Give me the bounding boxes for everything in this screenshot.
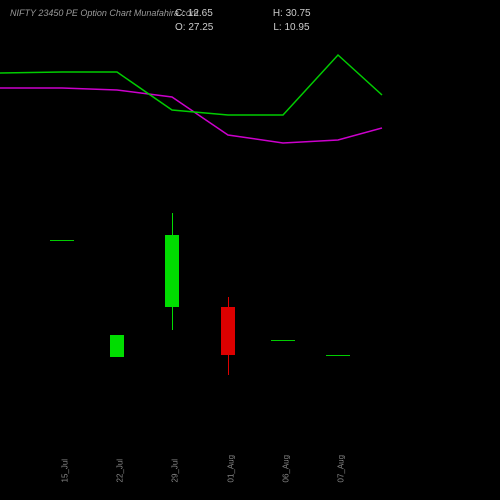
- x-axis-label: 22_Jul: [116, 459, 125, 483]
- candle-body: [110, 335, 124, 357]
- x-axis-labels: 15_Jul 22_Jul 29_Jul 01_Aug 06_Aug 07_Aug: [0, 448, 500, 488]
- close-value: C: 12.65: [175, 8, 213, 19]
- chart-title: NIFTY 23450 PE Option Chart Munafahira.c…: [10, 8, 198, 18]
- low-value: L: 10.95: [273, 22, 309, 33]
- high-value: H: 30.75: [273, 8, 311, 19]
- candle-close-tick: [338, 355, 350, 356]
- candle-open-tick: [326, 355, 338, 356]
- indicator-line-green: [0, 55, 382, 115]
- ohlc-row-2: O: 27.25 L: 10.95: [175, 22, 310, 33]
- x-axis-label: 06_Aug: [282, 455, 291, 483]
- candle-close-tick: [283, 340, 295, 341]
- chart-plot-area: 15_Jul 22_Jul 29_Jul 01_Aug 06_Aug 07_Aug: [0, 35, 500, 500]
- candle-open-tick: [271, 340, 283, 341]
- indicator-line-magenta: [0, 88, 382, 143]
- candle-close-tick: [62, 240, 74, 241]
- candle-body: [165, 235, 179, 307]
- candle-body: [221, 307, 235, 355]
- candle-open-tick: [50, 240, 62, 241]
- x-axis-label: 01_Aug: [227, 455, 236, 483]
- x-axis-label: 15_Jul: [61, 459, 70, 483]
- x-axis-label: 29_Jul: [171, 459, 180, 483]
- ohlc-row-1: C: 12.65 H: 30.75: [175, 8, 311, 19]
- open-value: O: 27.25: [175, 22, 213, 33]
- x-axis-label: 07_Aug: [337, 455, 346, 483]
